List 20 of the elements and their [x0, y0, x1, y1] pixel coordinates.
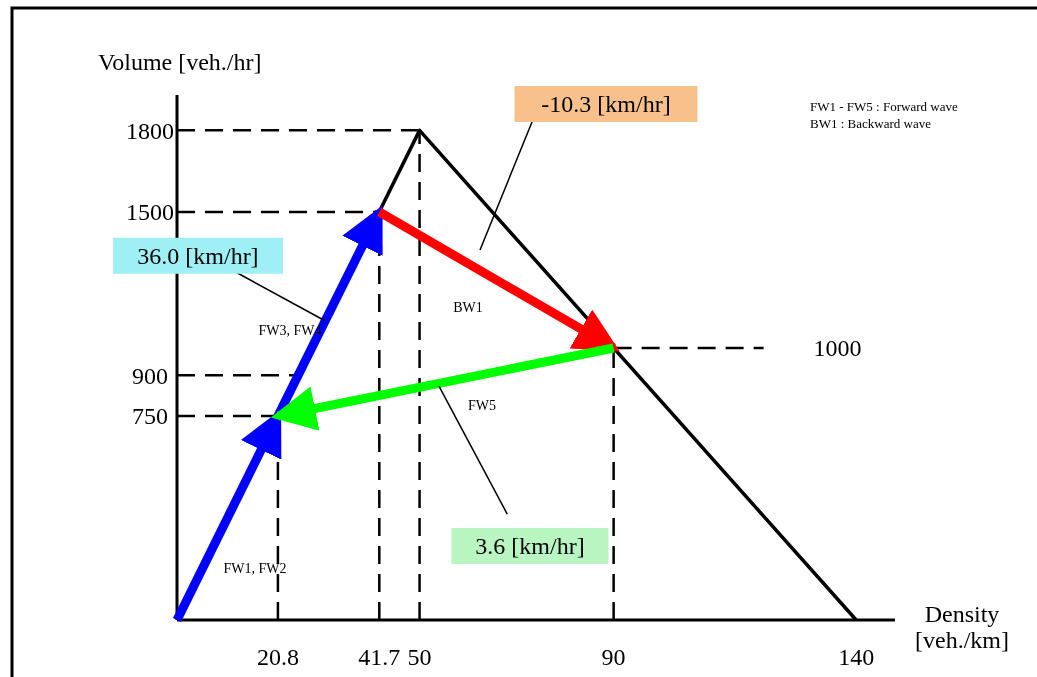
- annotation: -10.3 [km/hr]: [541, 91, 671, 118]
- y-tick-label: 750: [132, 403, 168, 430]
- annotation: BW1 : Backward wave: [810, 115, 932, 131]
- annotation: FW5: [468, 397, 496, 413]
- ref-line-label: 1000: [813, 334, 862, 361]
- annotation: FW1 - FW5 : Forward wave: [810, 98, 958, 114]
- annotation: 3.6 [km/hr]: [475, 533, 585, 560]
- annotation: FW1, FW2: [223, 560, 287, 576]
- x-tick-label: 20.8: [256, 644, 299, 670]
- annotation: 36.0 [km/hr]: [137, 243, 259, 270]
- x-axis-title: Density [veh./km]: [915, 601, 1009, 653]
- annotation: BW1: [453, 299, 483, 315]
- x-tick-label: 41.7: [358, 644, 401, 670]
- x-tick-label: 90: [601, 644, 626, 670]
- x-tick-label: 140: [838, 644, 875, 670]
- y-tick-label: 900: [132, 362, 168, 389]
- y-tick-label: 1500: [126, 199, 174, 226]
- y-axis-title: Volume [veh./hr]: [98, 49, 262, 75]
- x-tick-label: 50: [407, 644, 432, 670]
- y-tick-label: 1800: [126, 117, 174, 144]
